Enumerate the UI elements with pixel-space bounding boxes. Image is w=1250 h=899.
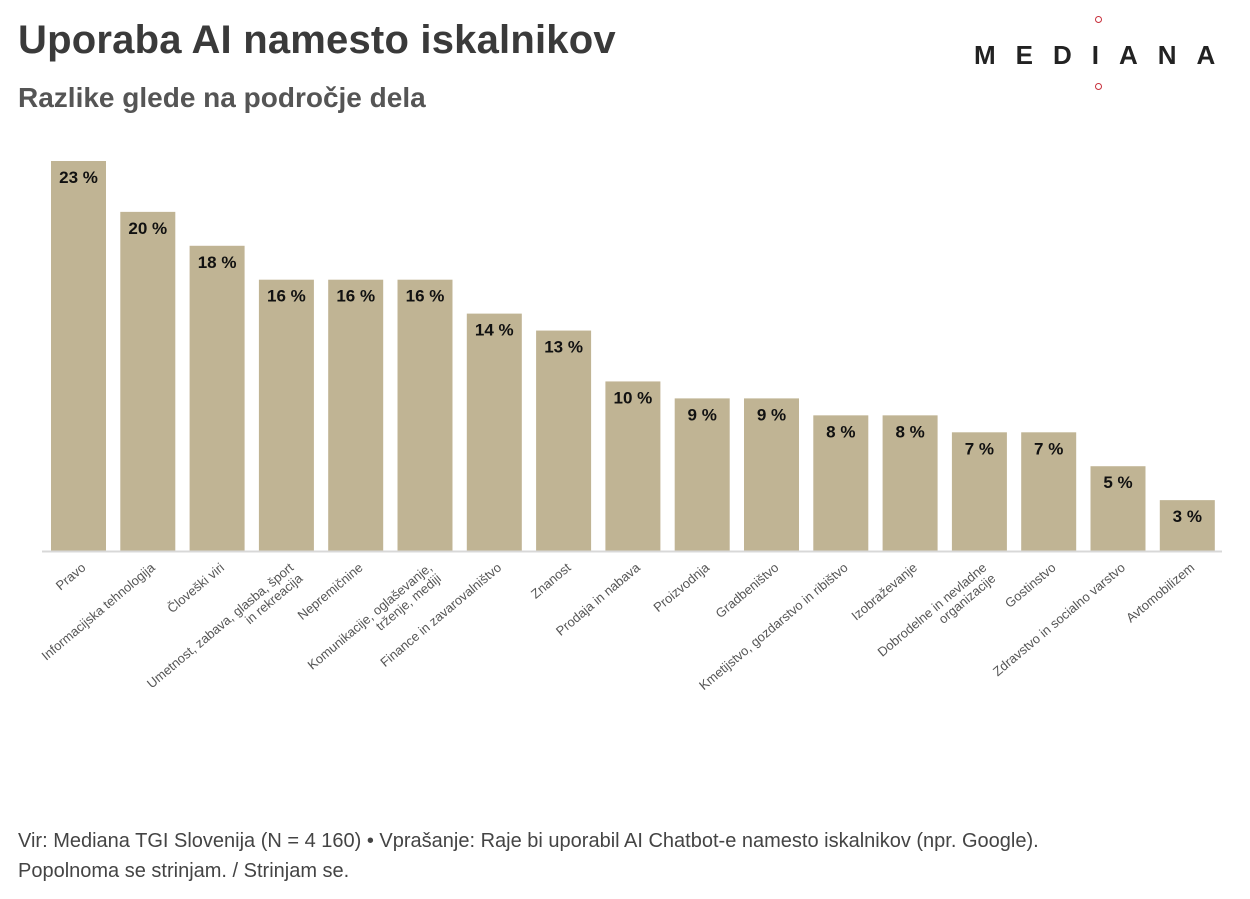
chart-title: Uporaba AI namesto iskalnikov bbox=[18, 18, 616, 62]
bar bbox=[189, 245, 245, 552]
bar bbox=[744, 398, 799, 551]
bar-value-label: 3 % bbox=[1173, 507, 1202, 526]
x-tick-label: Avtomobilizem bbox=[1123, 560, 1197, 626]
answer-note: Popolnoma se strinjam. / Strinjam se. bbox=[18, 860, 350, 882]
logo-dot-bottom-icon bbox=[1095, 83, 1102, 90]
x-tick-label: Pravo bbox=[53, 560, 89, 593]
bar-chart: 23 % Pravo 20 % Informacijska tehnologija 18… bbox=[38, 161, 1222, 702]
x-tick-label: Gostinstvo bbox=[1002, 560, 1059, 611]
bar bbox=[674, 398, 730, 551]
bar bbox=[536, 330, 592, 551]
bar-value-label: 8 % bbox=[826, 422, 855, 441]
bar bbox=[605, 381, 661, 551]
mediana-logo: MEDIANA bbox=[974, 16, 1234, 96]
bar bbox=[1159, 500, 1215, 551]
bar bbox=[882, 415, 938, 551]
bar bbox=[466, 313, 522, 551]
x-tick-label: Proizvodnja bbox=[650, 559, 712, 615]
bar bbox=[813, 415, 869, 551]
x-tick-label: Zdravstvo in socialno varstvo bbox=[990, 560, 1128, 679]
chart-subtitle: Razlike glede na področje dela bbox=[18, 82, 426, 113]
bar-value-label: 7 % bbox=[965, 439, 994, 458]
bar bbox=[951, 432, 1007, 551]
bar bbox=[258, 279, 314, 551]
bar bbox=[1090, 466, 1146, 551]
x-tick-label: Znanost bbox=[528, 560, 574, 602]
bar-value-label: 10 % bbox=[614, 388, 653, 407]
bar-value-label: 16 % bbox=[406, 287, 445, 306]
x-tick-label: Izobraževanje bbox=[848, 560, 920, 624]
bar-value-label: 9 % bbox=[757, 405, 786, 424]
bar bbox=[1021, 432, 1077, 551]
bar-value-label: 7 % bbox=[1034, 439, 1063, 458]
bar-value-label: 13 % bbox=[544, 338, 583, 357]
bar-value-label: 9 % bbox=[688, 405, 717, 424]
bar bbox=[51, 161, 106, 551]
x-tick-label: Informacijska tehnologija bbox=[38, 559, 158, 663]
bar-value-label: 20 % bbox=[128, 219, 167, 238]
bar bbox=[120, 211, 176, 551]
logo-dot-top-icon bbox=[1095, 16, 1102, 23]
x-tick-label: Kmetijstvo, gozdarstvo in ribištvo bbox=[696, 560, 851, 693]
logo-text: MEDIANA bbox=[974, 40, 1236, 70]
bar bbox=[397, 279, 453, 551]
source-note: Vir: Mediana TGI Slovenija (N = 4 160) •… bbox=[18, 830, 1039, 852]
bar-value-label: 14 % bbox=[475, 321, 514, 340]
x-tick-label: Človeški viri bbox=[164, 560, 227, 616]
x-tick-label: Nepremičnine bbox=[295, 560, 366, 623]
bar-value-label: 23 % bbox=[59, 168, 98, 187]
bar-value-label: 18 % bbox=[198, 253, 237, 272]
bar-value-label: 16 % bbox=[336, 287, 375, 306]
bar-value-label: 16 % bbox=[267, 287, 306, 306]
bar-value-label: 5 % bbox=[1103, 473, 1132, 492]
x-tick-label: Gradbeništvo bbox=[713, 560, 782, 621]
bar bbox=[328, 279, 384, 551]
x-tick-label: Umetnost, zabava, glasba, športin rekrea… bbox=[144, 559, 306, 702]
bar-value-label: 8 % bbox=[895, 422, 924, 441]
chart-footer: Vir: Mediana TGI Slovenija (N = 4 160) •… bbox=[18, 826, 1039, 886]
